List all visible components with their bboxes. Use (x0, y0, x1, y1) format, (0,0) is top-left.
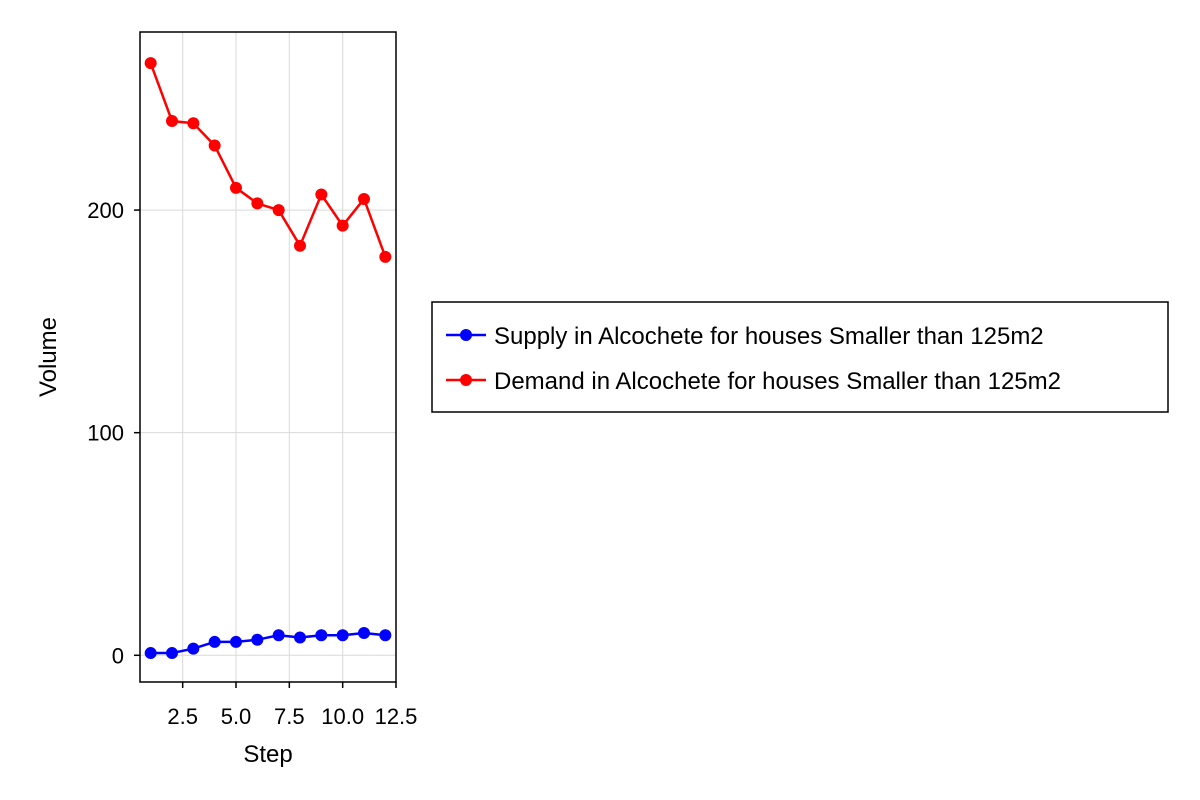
data-point (272, 204, 285, 217)
legend-marker-demand (460, 374, 472, 386)
x-tick-label: 12.5 (375, 704, 418, 729)
series-line (149, 62, 387, 258)
y-axis-title: Volume (35, 317, 62, 397)
data-point (315, 188, 328, 201)
data-point (166, 115, 178, 128)
x-tick-label: 5.0 (221, 704, 252, 729)
x-tick-label: 2.5 (167, 704, 198, 729)
data-point (144, 57, 157, 70)
data-point (315, 629, 328, 642)
ticks: 2.5 5.0 7.5 10.0 12.5 0 100 200 (87, 198, 417, 729)
legend-box (431, 301, 1169, 413)
data-point (230, 181, 242, 194)
data-point (166, 647, 178, 660)
data-point (336, 629, 349, 642)
x-axis-title: Step (243, 741, 292, 768)
series-demand (144, 57, 392, 263)
data-point (358, 192, 370, 205)
legend-entry-demand: Demand in Alcochete for houses Smaller t… (446, 368, 1061, 395)
legend-label-demand: Demand in Alcochete for houses Smaller t… (494, 368, 1061, 395)
data-point (230, 635, 242, 648)
data-point (336, 219, 349, 232)
x-tick-label: 7.5 (274, 704, 305, 729)
data-point (251, 197, 264, 210)
axes (139, 31, 397, 683)
data-point (208, 139, 221, 152)
y-tick-label: 0 (112, 643, 124, 668)
series-supply (144, 627, 392, 660)
data-point (251, 633, 264, 646)
y-tick-label: 100 (87, 421, 124, 446)
legend-label-supply: Supply in Alcochete for houses Smaller t… (494, 323, 1044, 350)
legend: Supply in Alcochete for houses Smaller t… (431, 301, 1169, 413)
data-point (144, 647, 157, 660)
data-point (358, 627, 370, 640)
series (144, 57, 392, 660)
legend-entry-supply: Supply in Alcochete for houses Smaller t… (446, 323, 1044, 350)
y-tick-label: 200 (87, 198, 124, 223)
legend-marker-supply (460, 329, 472, 341)
grid (140, 32, 397, 682)
data-point (379, 629, 392, 642)
data-point (272, 629, 285, 642)
plot-frame (139, 31, 397, 683)
data-point (187, 117, 200, 130)
series-line (150, 631, 386, 655)
data-point (208, 635, 221, 648)
x-tick-label: 10.0 (321, 704, 364, 729)
data-point (294, 631, 306, 644)
data-point (379, 250, 392, 263)
data-point (187, 642, 200, 655)
data-point (294, 239, 306, 252)
